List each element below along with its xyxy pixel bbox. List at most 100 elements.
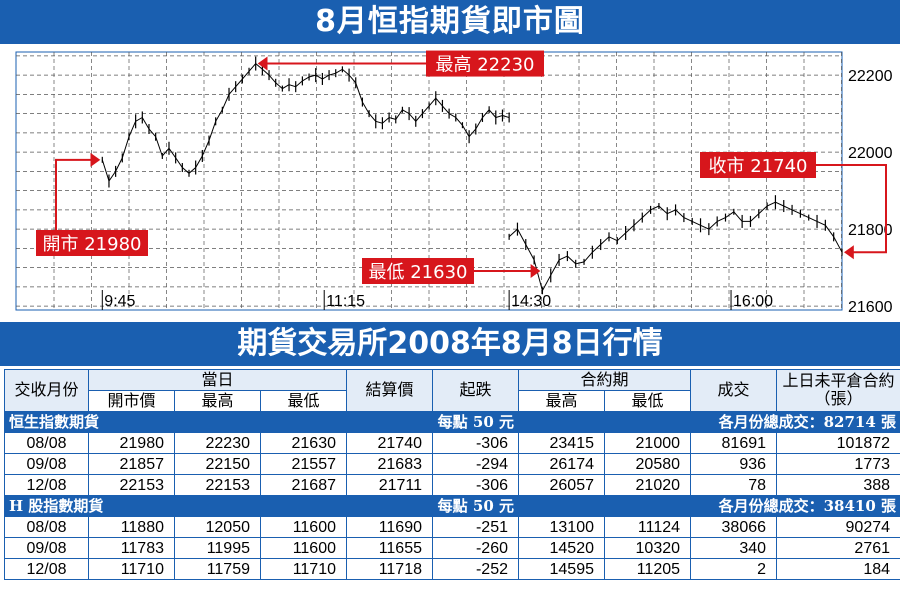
header-contract: 合約期 — [517, 369, 692, 391]
table-cell: 21020 — [603, 474, 692, 496]
x-tick-labels: 9:45 11:15 14:30 16:00 — [101, 290, 773, 310]
table-cell: 184 — [776, 558, 900, 580]
table-cell: 12050 — [174, 516, 261, 538]
high-annotation-box — [426, 50, 544, 77]
table-cell: 26174 — [518, 453, 605, 475]
table-cell: -251 — [432, 516, 519, 538]
header-contract-high: 最高 — [518, 390, 605, 412]
table-cell: 11655 — [346, 537, 433, 559]
price-series — [101, 56, 843, 295]
table-row: 09/08 21857 22150 21557 21683 -294 26174 20580 9… — [4, 453, 900, 475]
x-tick-label: 14:30 — [511, 293, 551, 310]
table-cell: 101872 — [776, 432, 900, 454]
y-tick-label: 21800 — [848, 222, 893, 239]
table-cell: 21711 — [346, 474, 433, 496]
y-tick-labels: 22200 22000 21800 21600 — [848, 68, 893, 316]
table-cell: 21980 — [88, 432, 175, 454]
table-cell: 21687 — [260, 474, 347, 496]
table-title: 期貨交易所2008年8月8日行情 — [0, 322, 900, 366]
table-cell: 21557 — [260, 453, 347, 475]
table-row: 08/08 21980 22230 21630 21740 -306 23415 21000 8… — [4, 432, 900, 454]
table-cell: 936 — [690, 453, 778, 475]
section-point-value: 每點 50 元 — [260, 411, 519, 433]
table-cell: 388 — [776, 474, 900, 496]
open-arrow-head — [90, 152, 101, 167]
table-cell: 26057 — [518, 474, 605, 496]
table-cell: 21630 — [260, 432, 347, 454]
table-cell: 2 — [690, 558, 778, 580]
table-cell: 78 — [690, 474, 778, 496]
table-cell: 1773 — [776, 453, 900, 475]
table-cell: 81691 — [690, 432, 778, 454]
table-row: 09/08 11783 11995 11600 11655 -260 14520 10320 3… — [4, 537, 900, 559]
table-cell: 22230 — [174, 432, 261, 454]
table-row: 12/08 22153 22153 21687 21711 -306 26057 21020 7… — [4, 474, 900, 496]
table-cell: 38066 — [690, 516, 778, 538]
table-cell: 09/08 — [4, 453, 89, 475]
table-cell: 340 — [690, 537, 778, 559]
table-cell: 11600 — [260, 537, 347, 559]
table-cell: 14520 — [518, 537, 605, 559]
close-arrow-head — [844, 245, 854, 260]
table-cell: 11759 — [174, 558, 261, 580]
table-cell: 11710 — [260, 558, 347, 580]
table-cell: 22153 — [88, 474, 175, 496]
table-cell: 11783 — [88, 537, 175, 559]
table-row: 12/08 11710 11759 11710 11718 -252 14595 11205 2… — [4, 558, 900, 580]
header-low: 最低 — [260, 390, 347, 412]
table-cell: 21000 — [603, 432, 692, 454]
table-row: 08/08 11880 12050 11600 11690 -251 13100 11124 3… — [4, 516, 900, 538]
table-cell: 11995 — [174, 537, 261, 559]
table-cell: 08/08 — [4, 516, 89, 538]
section-name: 恒生指數期貨 — [4, 411, 261, 433]
table-cell: 21683 — [346, 453, 433, 475]
open-annotation-box — [36, 230, 148, 256]
header-settle: 結算價 — [346, 369, 433, 412]
low-arrow-head — [530, 264, 541, 278]
table-cell: -306 — [432, 474, 519, 496]
table-cell: 23415 — [518, 432, 605, 454]
y-tick-label: 21600 — [848, 299, 893, 316]
low-annotation-label: 最低 21630 — [369, 262, 468, 283]
close-arrow-line — [816, 164, 887, 254]
section-total-volume: 各月份總成交：38410 張 — [517, 495, 900, 517]
table-cell: 11690 — [346, 516, 433, 538]
table-cell: 22150 — [174, 453, 261, 475]
header-high: 最高 — [174, 390, 261, 412]
header-day: 當日 — [88, 369, 347, 391]
y-tick-label: 22200 — [848, 68, 893, 85]
section-name: H 股指數期貨 — [4, 495, 261, 517]
low-annotation-box — [362, 258, 474, 284]
x-tick-label: 16:00 — [733, 293, 773, 310]
high-arrow-head — [257, 56, 268, 71]
chart-title: 8月恒指期貨即市圖 — [0, 0, 900, 44]
x-tick-label: 11:15 — [326, 293, 365, 310]
header-contract-low: 最低 — [603, 390, 692, 412]
table-cell: 11124 — [603, 516, 692, 538]
section-header: 恒生指數期貨 每點 50 元各月份總成交：82714 張 — [4, 411, 900, 433]
high-annotation-label: 最高 22230 — [436, 55, 535, 76]
x-tick-label: 9:45 — [104, 293, 135, 310]
table-cell: 14595 — [518, 558, 605, 580]
table-cell: 21740 — [346, 432, 433, 454]
header-change: 起跌 — [432, 369, 519, 412]
table-cell: 11718 — [346, 558, 433, 580]
quotes-table: 交收月份 當日 結算價 起跌 合約期 成交 上日未平倉合約（張） 開市價 最高 … — [4, 369, 900, 580]
header-oi: 上日未平倉合約（張） — [776, 369, 900, 412]
table-cell: 11600 — [260, 516, 347, 538]
price-line — [508, 201, 843, 293]
price-line — [101, 62, 510, 183]
table-cell: -306 — [432, 432, 519, 454]
open-annotation-label: 開市 21980 — [43, 234, 142, 255]
table-cell: 12/08 — [4, 474, 89, 496]
table-cell: 21857 — [88, 453, 175, 475]
section-point-value: 每點 50 元 — [260, 495, 519, 517]
header-volume: 成交 — [690, 369, 778, 412]
section-header: H 股指數期貨 每點 50 元各月份總成交：38410 張 — [4, 495, 900, 517]
table-cell: 08/08 — [4, 432, 89, 454]
table-cell: -252 — [432, 558, 519, 580]
section-total-volume: 各月份總成交：82714 張 — [517, 411, 900, 433]
table-cell: 09/08 — [4, 537, 89, 559]
table-cell: -260 — [432, 537, 519, 559]
table-cell: 2761 — [776, 537, 900, 559]
